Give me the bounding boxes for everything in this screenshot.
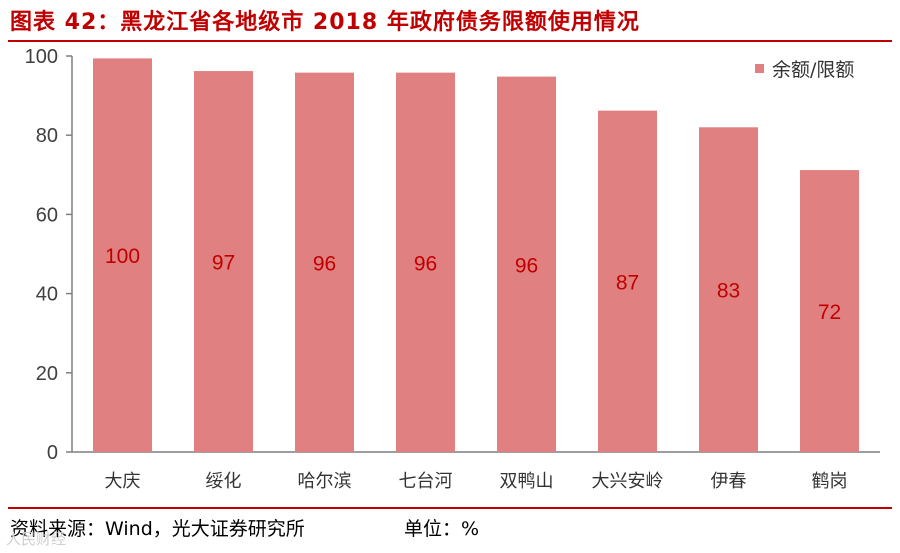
unit-note: 单位：% bbox=[404, 518, 480, 540]
x-tick-label: 七台河 bbox=[399, 471, 453, 492]
data-label: 87 bbox=[616, 271, 639, 294]
bars bbox=[93, 58, 859, 452]
x-axis-categories: 大庆 绥化 哈尔滨 七台河 双鸭山 大兴安岭 伊春 鹤岗 bbox=[105, 471, 848, 492]
data-label: 72 bbox=[818, 301, 841, 324]
x-tick-label: 大兴安岭 bbox=[592, 471, 664, 492]
bar bbox=[93, 58, 152, 452]
chart-title: 图表 42：黑龙江省各地级市 2018 年政府债务限额使用情况 bbox=[10, 10, 640, 35]
y-tick-label: 100 bbox=[25, 46, 58, 68]
bar bbox=[800, 170, 859, 452]
bar bbox=[295, 72, 354, 452]
legend: 余额/限额 bbox=[755, 59, 854, 81]
watermark: 人民财经 bbox=[6, 530, 67, 548]
y-tick-label: 20 bbox=[36, 363, 58, 385]
data-labels: 100 97 96 96 96 87 83 72 bbox=[105, 245, 841, 324]
x-tick-label: 双鸭山 bbox=[500, 471, 554, 492]
y-tick-label: 40 bbox=[36, 284, 58, 306]
x-tick-label: 鹤岗 bbox=[812, 471, 848, 492]
y-tick-label: 80 bbox=[36, 125, 58, 147]
data-label: 96 bbox=[515, 254, 538, 277]
title-divider bbox=[8, 40, 892, 42]
bar bbox=[194, 71, 253, 452]
source-note: 资料来源：Wind，光大证券研究所 bbox=[10, 518, 305, 540]
bar bbox=[497, 76, 556, 452]
legend-label: 余额/限额 bbox=[772, 59, 854, 81]
data-label: 96 bbox=[313, 252, 336, 275]
x-tick-label: 大庆 bbox=[105, 471, 141, 492]
bar bbox=[396, 72, 455, 452]
y-tick-label: 60 bbox=[36, 204, 58, 226]
bar bbox=[699, 127, 758, 452]
y-tick-label: 0 bbox=[47, 442, 58, 464]
bar-chart: 0 20 40 60 80 100 100 97 96 96 96 87 83 72 大庆 绥化 哈尔滨 七台… bbox=[25, 46, 880, 492]
x-tick-label: 绥化 bbox=[206, 471, 242, 492]
legend-swatch bbox=[755, 64, 764, 73]
x-tick-label: 哈尔滨 bbox=[298, 471, 352, 492]
footer-divider bbox=[8, 507, 892, 509]
data-label: 83 bbox=[717, 280, 740, 303]
data-label: 96 bbox=[414, 252, 437, 275]
data-label: 100 bbox=[105, 245, 140, 268]
bar bbox=[598, 110, 657, 452]
data-label: 97 bbox=[212, 252, 235, 275]
x-tick-label: 伊春 bbox=[711, 471, 747, 492]
